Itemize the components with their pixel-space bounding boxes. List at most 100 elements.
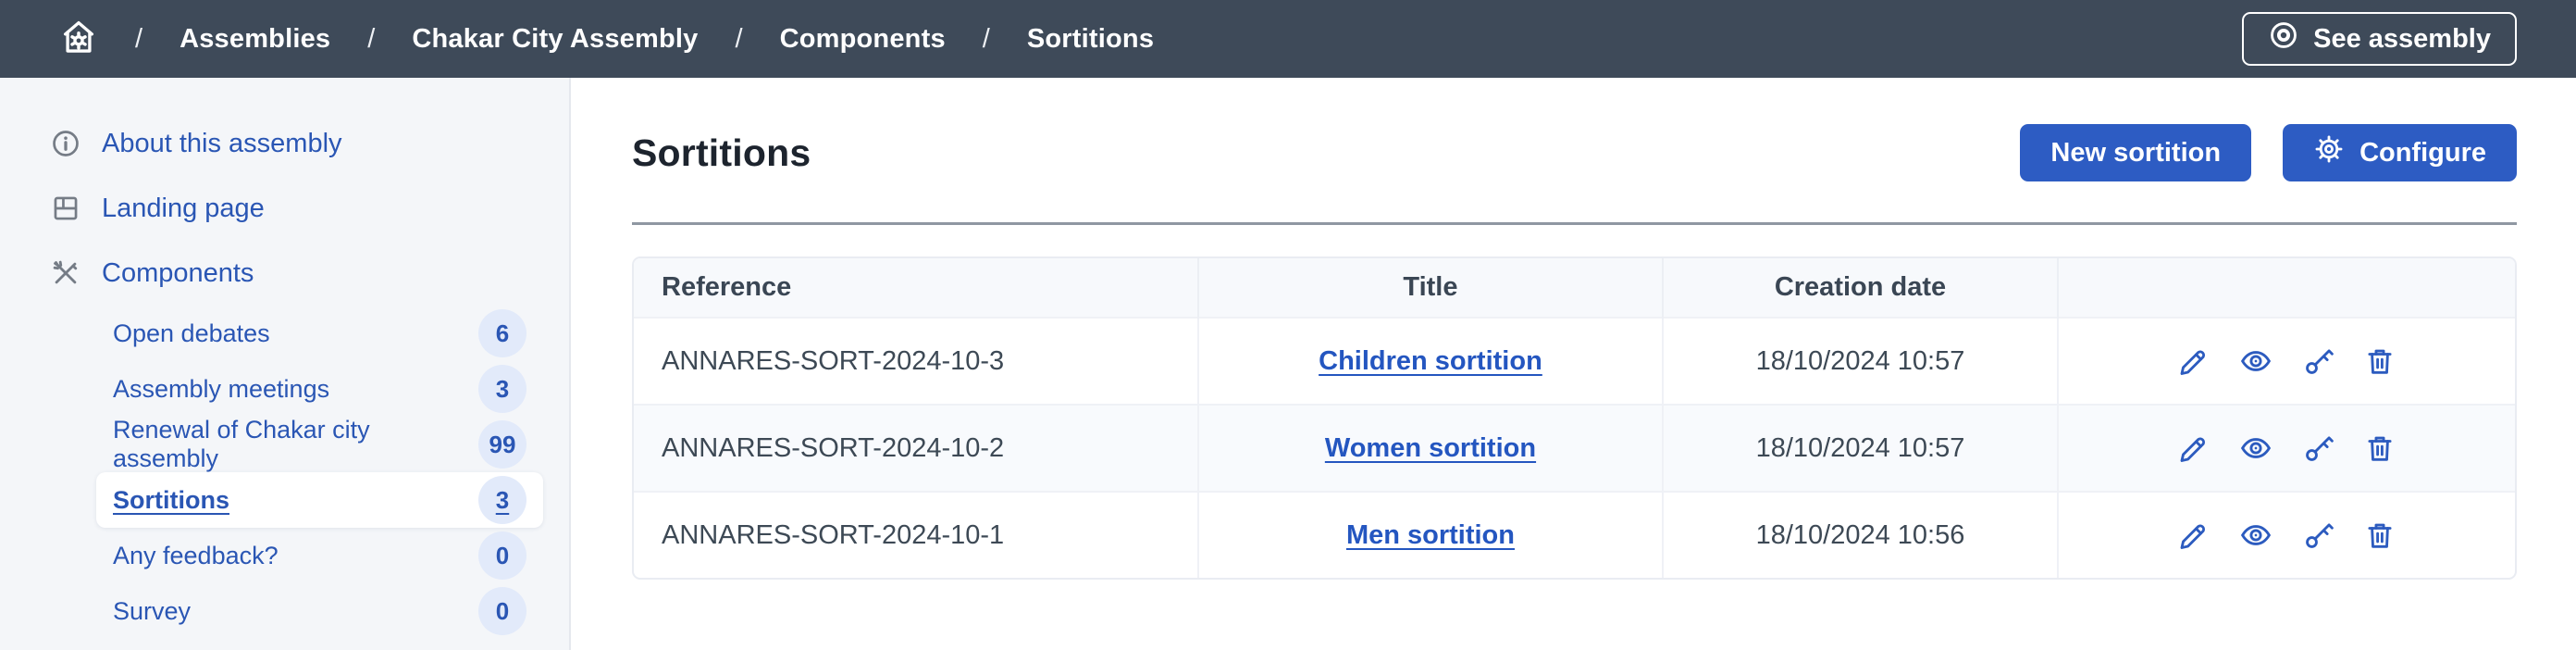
permissions-button[interactable]: [2302, 344, 2335, 378]
main-header: Sortitions New sortition Co: [632, 124, 2517, 181]
trash-icon: [2363, 344, 2396, 378]
sidebar-item-label: Components: [102, 257, 254, 288]
sortition-title-link[interactable]: Children sortition: [1319, 345, 1542, 376]
permissions-button[interactable]: [2302, 431, 2335, 465]
tools-icon: [50, 257, 81, 289]
delete-button[interactable]: [2363, 519, 2396, 552]
delete-button[interactable]: [2363, 344, 2396, 378]
sortition-title-link[interactable]: Women sortition: [1324, 432, 1537, 463]
sidebar-item-landing-page[interactable]: Landing page: [50, 176, 543, 241]
sidebar-item-label: Sortitions: [113, 485, 229, 514]
eye-icon: [2237, 431, 2274, 465]
breadcrumb-assembly-name[interactable]: Chakar City Assembly: [412, 23, 699, 54]
row-actions: [2077, 431, 2496, 465]
column-header-actions: [2057, 258, 2515, 318]
sidebar-item-survey[interactable]: Survey 0: [96, 583, 543, 639]
edit-button[interactable]: [2176, 431, 2210, 465]
breadcrumb-components[interactable]: Components: [779, 23, 946, 54]
sidebar-item-label: Any feedback?: [113, 541, 279, 569]
new-sortition-label: New sortition: [2050, 137, 2222, 168]
table-header-row: Reference Title Creation date: [634, 258, 2515, 318]
column-header-title: Title: [1197, 258, 1665, 318]
page-title: Sortitions: [632, 131, 811, 174]
sidebar-item-label: Renewal of Chakar city assembly: [113, 416, 370, 472]
sidebar-item-assembly-meetings[interactable]: Assembly meetings 3: [96, 361, 543, 417]
sortition-title-link[interactable]: Men sortition: [1345, 519, 1515, 550]
preview-button[interactable]: [2237, 344, 2274, 378]
sidebar: About this assembly Landing page: [0, 78, 571, 650]
sidebar-item-about-assembly[interactable]: About this assembly: [50, 111, 543, 176]
sidebar-item-open-debates[interactable]: Open debates 6: [96, 306, 543, 361]
reference-cell: ANNARES-SORT-2024-10-3: [634, 317, 1199, 405]
breadcrumb-separator: /: [735, 23, 743, 54]
configure-label: Configure: [2359, 137, 2486, 168]
count-badge: 3: [478, 365, 526, 413]
trash-icon: [2363, 431, 2396, 465]
column-header-creation-date: Creation date: [1663, 258, 2059, 318]
reference-cell: ANNARES-SORT-2024-10-2: [634, 404, 1199, 492]
breadcrumb-separator: /: [367, 23, 376, 54]
delete-button[interactable]: [2363, 431, 2396, 465]
layout-icon: [50, 193, 81, 224]
home-breadcrumb-link[interactable]: [59, 18, 98, 61]
eye-icon: [2237, 344, 2274, 378]
trash-icon: [2363, 519, 2396, 552]
breadcrumb: / Assemblies / Chakar City Assembly / Co…: [59, 18, 1154, 61]
topbar: / Assemblies / Chakar City Assembly / Co…: [0, 0, 2576, 78]
reference-cell: ANNARES-SORT-2024-10-1: [634, 491, 1199, 578]
count-badge: 0: [478, 587, 526, 635]
body-layout: About this assembly Landing page: [0, 78, 2576, 650]
key-icon: [2302, 344, 2335, 378]
preview-button[interactable]: [2237, 519, 2274, 552]
see-assembly-label: See assembly: [2313, 23, 2491, 54]
count-badge: 6: [478, 309, 526, 357]
configure-button[interactable]: Configure: [2283, 124, 2517, 181]
header-actions: New sortition Configure: [2020, 124, 2517, 181]
count-badge: 0: [478, 531, 526, 580]
info-icon: [50, 128, 81, 159]
creation-date-cell: 18/10/2024 10:56: [1663, 491, 2059, 578]
table-row: ANNARES-SORT-2024-10-2 Women sortition 1…: [634, 404, 2515, 492]
row-actions: [2077, 519, 2496, 552]
home-gear-icon: [59, 18, 98, 61]
sidebar-item-label: Survey: [113, 596, 192, 625]
eye-target-icon: [2268, 19, 2299, 58]
breadcrumb-separator: /: [982, 23, 990, 54]
count-badge: 3: [478, 476, 526, 524]
permissions-button[interactable]: [2302, 519, 2335, 552]
sidebar-item-renewal[interactable]: Renewal of Chakar city assembly 99: [96, 416, 543, 472]
edit-button[interactable]: [2176, 344, 2210, 378]
sortitions-table-card: Reference Title Creation date ANNARES-SO…: [632, 256, 2517, 580]
pencil-icon: [2176, 431, 2210, 465]
count-badge: 99: [478, 420, 526, 469]
key-icon: [2302, 519, 2335, 552]
sidebar-item-label: Landing page: [102, 193, 265, 223]
row-actions: [2077, 344, 2496, 378]
main-content: Sortitions New sortition Co: [571, 78, 2576, 650]
sidebar-item-sortitions[interactable]: Sortitions 3: [96, 472, 543, 528]
preview-button[interactable]: [2237, 431, 2274, 465]
eye-icon: [2237, 519, 2274, 552]
table-row: ANNARES-SORT-2024-10-1 Men sortition 18/…: [634, 491, 2515, 578]
breadcrumb-assemblies[interactable]: Assemblies: [180, 23, 331, 54]
sidebar-item-components[interactable]: Components: [50, 241, 543, 306]
creation-date-cell: 18/10/2024 10:57: [1663, 404, 2059, 492]
sidebar-item-label: Assembly meetings: [113, 374, 330, 403]
pencil-icon: [2176, 344, 2210, 378]
sidebar-item-any-feedback[interactable]: Any feedback? 0: [96, 528, 543, 583]
pencil-icon: [2176, 519, 2210, 552]
edit-button[interactable]: [2176, 519, 2210, 552]
gear-icon: [2313, 133, 2345, 172]
sidebar-item-label: About this assembly: [102, 128, 342, 158]
new-sortition-button[interactable]: New sortition: [2020, 124, 2252, 181]
creation-date-cell: 18/10/2024 10:57: [1663, 317, 2059, 405]
breadcrumb-separator: /: [135, 23, 143, 54]
column-header-reference: Reference: [634, 258, 1199, 318]
breadcrumb-sortitions[interactable]: Sortitions: [1026, 23, 1155, 54]
title-divider: [632, 222, 2517, 225]
table-row: ANNARES-SORT-2024-10-3 Children sortitio…: [634, 317, 2515, 405]
see-assembly-button[interactable]: See assembly: [2242, 12, 2517, 66]
key-icon: [2302, 431, 2335, 465]
sortitions-table: Reference Title Creation date ANNARES-SO…: [634, 258, 2515, 578]
